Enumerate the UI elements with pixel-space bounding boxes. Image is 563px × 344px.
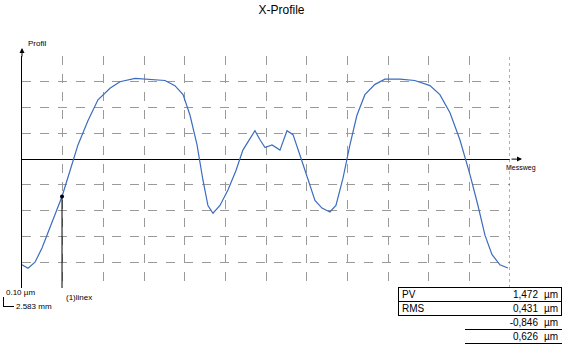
html-text:0.10 µm: 0.10 µm	[6, 288, 36, 297]
svg-text:X-Profile: X-Profile	[258, 3, 304, 17]
svg-text:Messweg: Messweg	[506, 164, 536, 172]
html-text:PV: PV	[402, 289, 416, 300]
html-text:RMS: RMS	[402, 303, 425, 314]
html-text:-0,846: -0,846	[509, 317, 538, 328]
html-text:µm: µm	[544, 289, 559, 300]
html-text:0,626: 0,626	[513, 331, 538, 342]
svg-text:Profil: Profil	[28, 39, 46, 48]
html-text:2.583 mm: 2.583 mm	[16, 302, 52, 311]
html-text:1,472: 1,472	[513, 289, 538, 300]
html-text:µm: µm	[544, 303, 559, 314]
html-text:µm: µm	[544, 317, 559, 328]
html-text:0,431: 0,431	[513, 303, 538, 314]
svg-text:(1)linex: (1)linex	[66, 293, 92, 302]
html-text:µm: µm	[544, 331, 559, 342]
